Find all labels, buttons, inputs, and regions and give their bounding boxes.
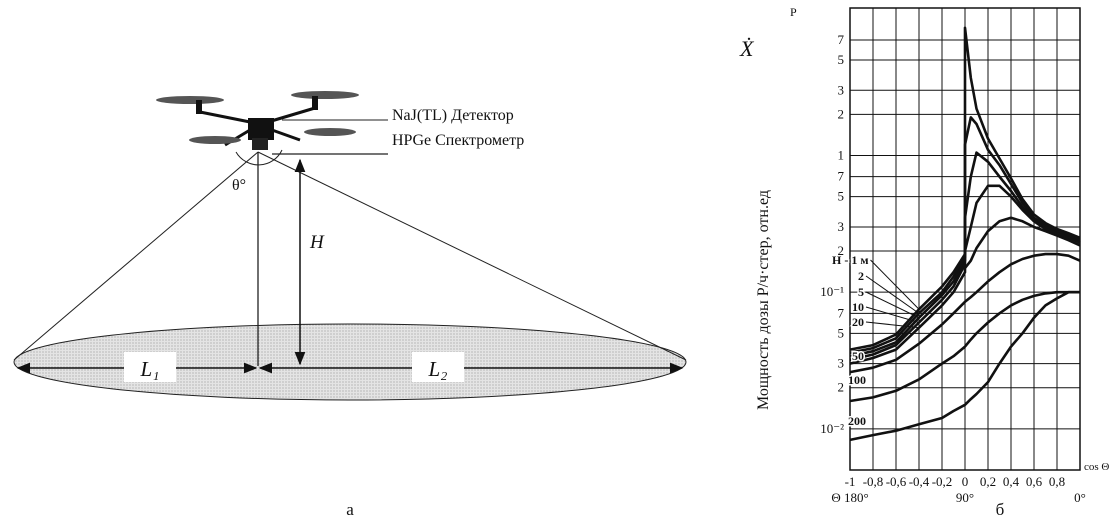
- y-tick-label: 3: [838, 356, 845, 371]
- series-label: Н - 1 м: [832, 253, 869, 267]
- y-tick-label: 7: [838, 32, 845, 47]
- caption-a: а: [346, 500, 354, 519]
- height-label: H: [309, 232, 325, 253]
- angle-tick-label: 90°: [956, 490, 974, 505]
- diagram: NaJ(TL) Детектор HPGe Спектрометр θ° H L…: [14, 91, 686, 519]
- series-label: 5: [858, 285, 864, 299]
- angle-label: θ°: [232, 177, 246, 194]
- x-tick-label: -0,2: [932, 474, 953, 489]
- series-leader: [866, 292, 919, 318]
- angle-tick-label: 0°: [1074, 490, 1086, 505]
- series-leader: [866, 307, 919, 322]
- y-tick-label: 7: [838, 169, 845, 184]
- y-tick-label: 5: [838, 325, 845, 340]
- y-tick-label: 10⁻¹: [820, 284, 844, 299]
- x-tick-label: 0,4: [1003, 474, 1020, 489]
- y-tick-label: 3: [838, 219, 845, 234]
- series-label: 2: [858, 269, 864, 283]
- x-tick-label: -0,4: [909, 474, 930, 489]
- y-tick-label: 10⁻²: [820, 421, 844, 436]
- series-leader: [866, 276, 919, 313]
- y-tick-label: 7: [838, 305, 845, 320]
- angle-tick-label: Θ 180°: [831, 490, 868, 505]
- y-tick-label: 2: [838, 380, 845, 395]
- x-tick-label: -0,8: [863, 474, 884, 489]
- page: {"diagram": {"detector": "NaJ(TL) Детект…: [0, 0, 1117, 522]
- spectrometer-label: HPGe Спектрометр: [392, 132, 524, 149]
- series-label: 50: [852, 349, 864, 363]
- l1-label: L₁: [140, 357, 160, 381]
- l2-label: L₂: [428, 357, 448, 381]
- detector-label: NaJ(TL) Детектор: [392, 107, 514, 124]
- ground-area: [14, 324, 686, 400]
- y-tick-label: 1: [838, 148, 845, 163]
- x-axis-label: cos Θ: [1084, 461, 1109, 473]
- series-label: 100: [848, 373, 866, 387]
- y-tick-label: 3: [838, 82, 845, 97]
- x-tick-label: 0,2: [980, 474, 996, 489]
- series-label: 10: [852, 300, 864, 314]
- x-tick-label: -0,6: [886, 474, 907, 489]
- y-tick-label: 5: [838, 52, 845, 67]
- figure: NaJ(TL) Детектор HPGe Спектрометр θ° H L…: [0, 0, 1117, 522]
- x-tick-label: 0: [962, 474, 969, 489]
- x-tick-label: -1: [845, 474, 856, 489]
- x-tick-label: 0,6: [1026, 474, 1043, 489]
- series-label: 20: [852, 315, 864, 329]
- y-tick-label: 5: [838, 189, 845, 204]
- series-label: 200: [848, 414, 866, 428]
- y-axis-label: Мощность дозы Р/ч·стер, отн.ед: [755, 190, 772, 410]
- symbol: Ẋ: [739, 36, 755, 61]
- caption-b: б: [996, 500, 1005, 519]
- y-tick-label: 2: [838, 106, 845, 121]
- x-tick-label: 0,8: [1049, 474, 1065, 489]
- y-unit: Р: [790, 5, 797, 19]
